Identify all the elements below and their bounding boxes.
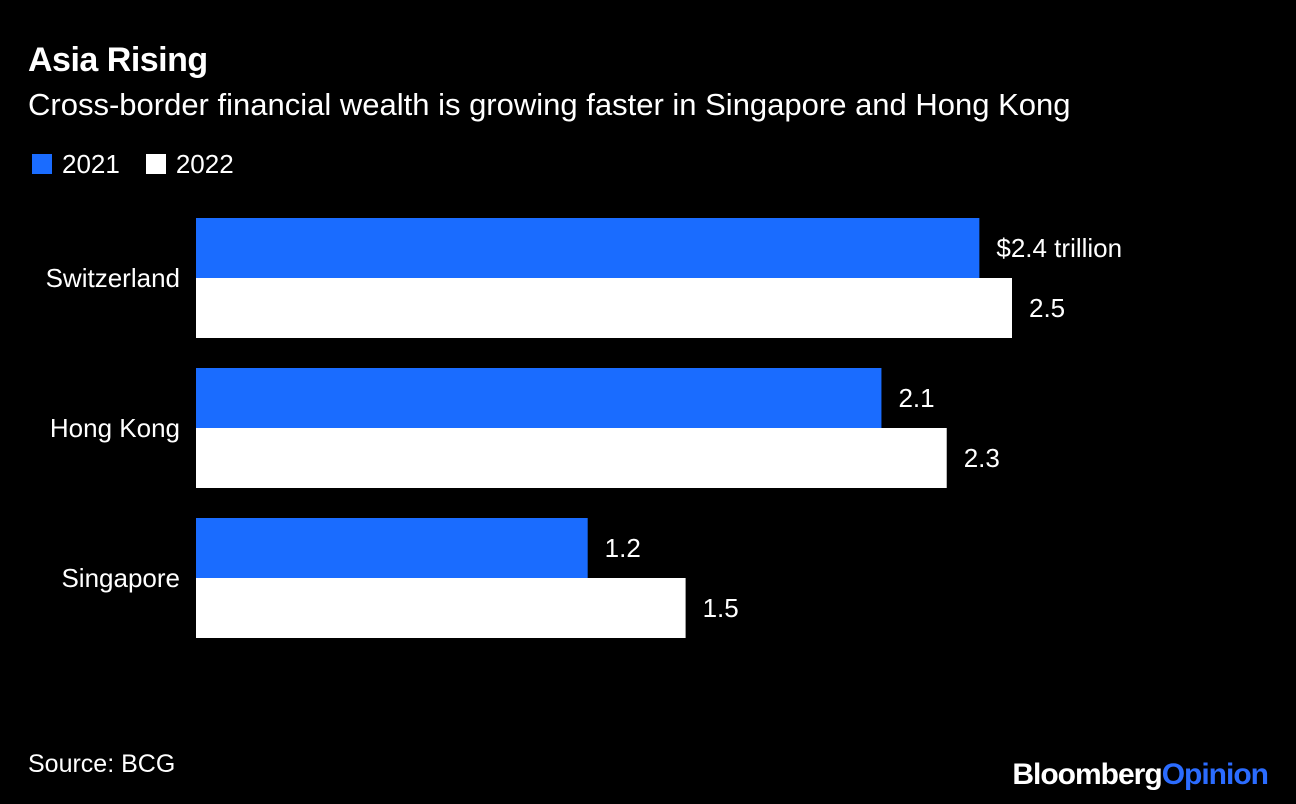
legend-label-2021: 2021 [62, 148, 120, 179]
legend: 2021 2022 [32, 148, 260, 180]
category-label-switzerland: Switzerland [46, 263, 180, 293]
chart-title: Asia Rising [28, 41, 208, 79]
legend-swatch-2021 [32, 154, 52, 174]
legend-swatch-2022 [145, 154, 166, 174]
brand-logo-opinion: Opinion [1161, 758, 1269, 791]
category-label-hong-kong: Hong Kong [50, 413, 180, 443]
bar-switzerland-2022 [196, 278, 1012, 338]
data-label-hong-kong-2021: 2.1 [898, 383, 934, 413]
chart-subtitle: Cross-border financial wealth is growing… [28, 87, 1071, 122]
bar-singapore-2021 [196, 518, 588, 578]
bar-hong-kong-2022 [196, 428, 947, 488]
brand-logo-bloomberg: Bloomberg [1012, 758, 1162, 791]
bar-singapore-2022 [196, 578, 686, 638]
data-label-switzerland-2022: 2.5 [1029, 293, 1065, 323]
legend-item-2022: 2022 [145, 148, 234, 180]
bar-switzerland-2021 [196, 218, 980, 278]
data-label-singapore-2022: 1.5 [703, 593, 739, 623]
data-label-hong-kong-2022: 2.3 [964, 443, 1000, 473]
legend-label-2022: 2022 [175, 148, 234, 179]
data-label-singapore-2021: 1.2 [605, 533, 641, 563]
source-note: Source: BCG [28, 750, 176, 778]
brand-logo: BloombergOpinion [1012, 756, 1269, 794]
data-label-switzerland-2021: $2.4 trillion [996, 233, 1122, 263]
legend-item-2021: 2021 [32, 149, 120, 180]
bar-hong-kong-2021 [196, 368, 882, 428]
category-label-singapore: Singapore [61, 563, 180, 593]
